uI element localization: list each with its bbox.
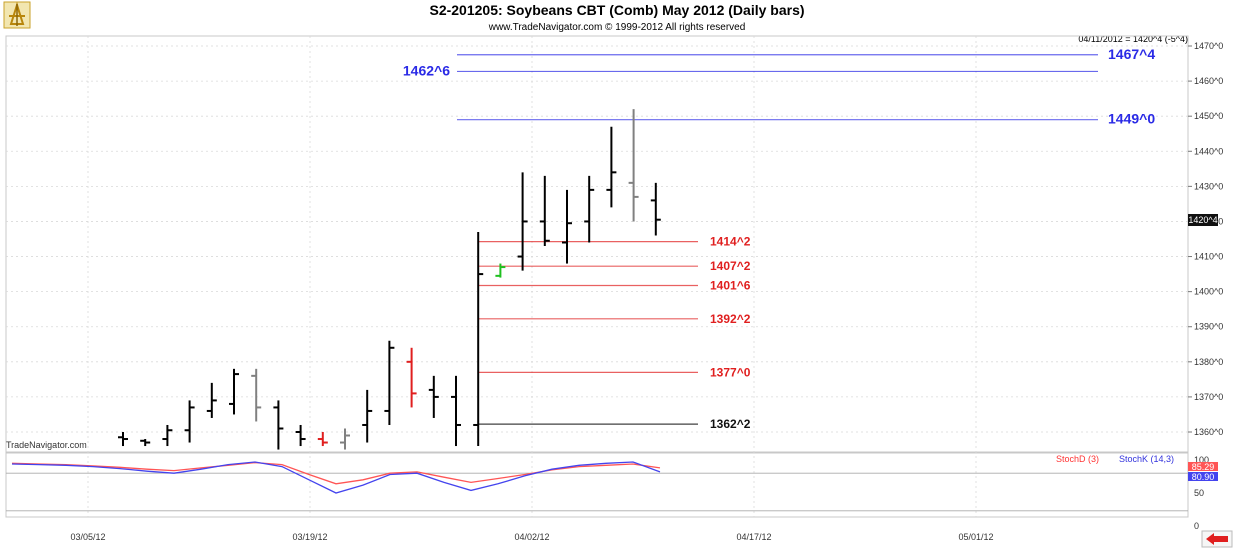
indicator-panel-frame	[5, 452, 1189, 518]
chart-title: S2-201205: Soybeans CBT (Comb) May 2012 …	[429, 2, 804, 18]
stoch-tick-label: 50	[1194, 488, 1204, 498]
stoch-k-badge: 80.90	[1192, 472, 1215, 482]
y-tick-label: 1410^0	[1194, 252, 1223, 262]
x-tick-label: 03/05/12	[70, 532, 105, 542]
stoch-d-badge: 85.29	[1192, 462, 1215, 472]
stoch-d-line	[11, 461, 661, 485]
level-label: 1392^2	[710, 312, 751, 326]
stoch-badges: 85.29 80.90	[1188, 462, 1218, 482]
x-tick-label: 03/19/12	[292, 532, 327, 542]
y-tick-label: 1400^0	[1194, 287, 1223, 297]
x-tick-label: 04/02/12	[514, 532, 549, 542]
date-axis: 03/05/12 03/19/12 04/02/12 04/17/12 05/01/12	[70, 532, 993, 542]
level-label: 1467^4	[1108, 46, 1155, 62]
y-tick-label: 1470^0	[1194, 41, 1223, 51]
price-axis: 1360^0 1370^0 1380^0 1390^0 1400^0 1410^0 1420…	[1188, 41, 1223, 437]
level-label: 1449^0	[1108, 111, 1155, 127]
ohlc-bars	[118, 109, 661, 450]
trade-navigator-logo-icon[interactable]	[3, 1, 31, 29]
stoch-d-label: StochD (3)	[1056, 454, 1099, 464]
stoch-tick-label: 0	[1194, 521, 1199, 531]
y-tick-label: 1440^0	[1194, 146, 1223, 156]
level-label: 1462^6	[403, 62, 450, 78]
x-tick-label: 05/01/12	[958, 532, 993, 542]
level-label: 1407^2	[710, 259, 751, 273]
y-tick-label: 1380^0	[1194, 357, 1223, 367]
watermark-text: TradeNavigator.com	[6, 440, 87, 450]
stoch-tick-label: 100	[1194, 455, 1209, 465]
grid	[6, 36, 1188, 517]
stochastic-panel: 100 50 0	[6, 455, 1209, 531]
y-tick-label: 1430^0	[1194, 181, 1223, 191]
stoch-k-label: StochK (14,3)	[1119, 454, 1174, 464]
last-price-badge: 1420^4	[1188, 214, 1218, 226]
y-tick-label: 1450^0	[1194, 111, 1223, 121]
x-tick-label: 04/17/12	[736, 532, 771, 542]
y-tick-label: 1360^0	[1194, 427, 1223, 437]
copyright-text: www.TradeNavigator.com © 1999-2012 All r…	[488, 22, 746, 33]
level-label: 1414^2	[710, 235, 751, 249]
y-tick-label: 1370^0	[1194, 392, 1223, 402]
scroll-right-arrow-icon[interactable]	[1201, 530, 1233, 548]
stoch-k-line	[11, 461, 661, 494]
fibonacci-levels: 1467^4 1462^6 1449^0 1414^2 1407^2 1401^6 1392…	[403, 46, 1155, 431]
y-tick-label: 1390^0	[1194, 322, 1223, 332]
price-panel-frame	[5, 35, 1189, 453]
last-price-badge-text: 1420^4	[1188, 215, 1217, 225]
level-label: 1362^2	[710, 417, 751, 431]
status-readout: 04/11/2012 = 1420^4 (-5^4)	[1078, 34, 1188, 44]
y-tick-label: 1460^0	[1194, 76, 1223, 86]
level-label: 1377^0	[710, 365, 751, 379]
level-label: 1401^6	[710, 278, 751, 292]
